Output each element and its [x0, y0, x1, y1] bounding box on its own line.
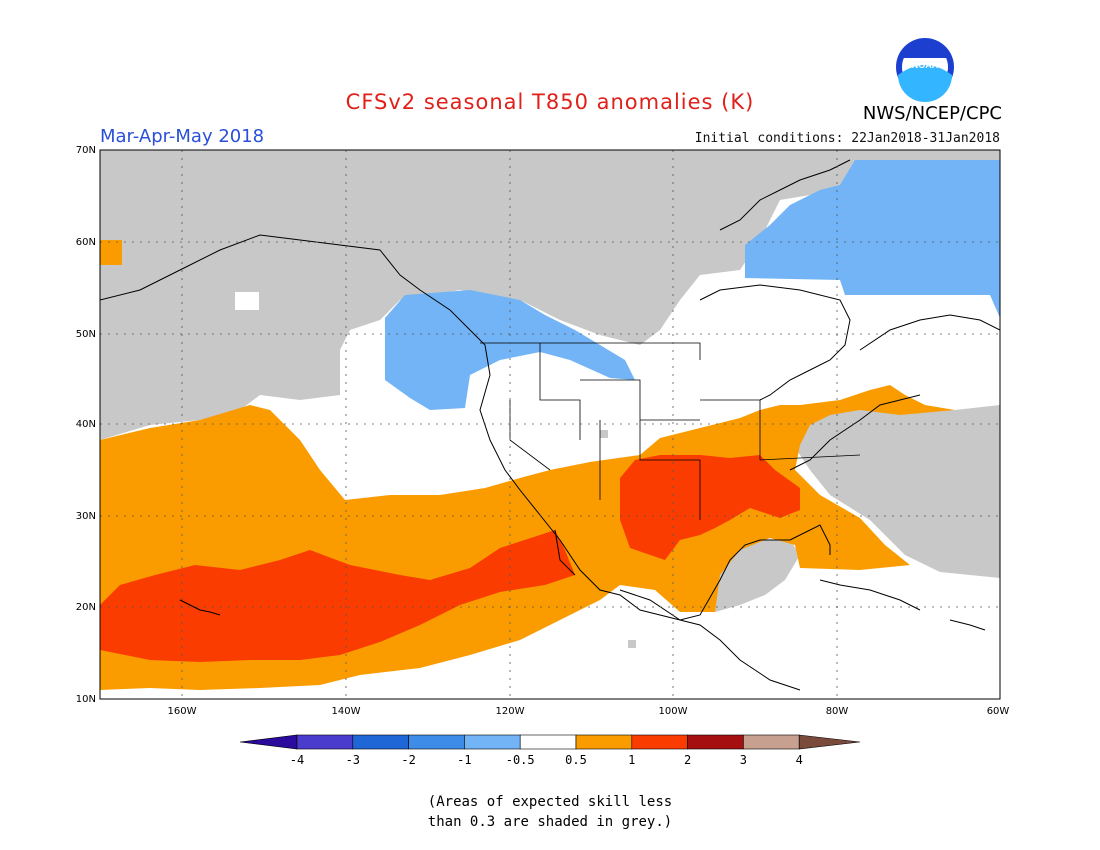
colorbar-label: 2 [684, 753, 691, 767]
colorbar-arrow-left [239, 734, 298, 750]
colorbar-swatch [464, 734, 521, 750]
colorbar-swatch [575, 734, 633, 750]
grey-region-atlantic [790, 405, 1000, 578]
colorbar-label: -1 [457, 753, 471, 767]
map-title: CFSv2 seasonal T850 anomalies (K) [345, 90, 755, 114]
colorbar-label: -0.5 [506, 753, 535, 767]
lat-label: 70N [76, 145, 96, 156]
grey-region-north [100, 150, 1000, 440]
colorbar-swatch [743, 734, 800, 750]
initial-conditions: Initial conditions: 22Jan2018-31Jan2018 [694, 131, 1000, 146]
red-region-pacific [100, 530, 575, 662]
lat-label: 20N [76, 602, 96, 613]
lon-label: 80W [826, 706, 849, 717]
colorbar-swatch [352, 734, 409, 750]
lat-label: 30N [76, 511, 96, 522]
agency-label: NWS/NCEP/CPC [862, 103, 1002, 124]
colorbar: -4 -3 -2 -1 -0.5 0.5 1 2 3 4 [239, 734, 861, 767]
colorbar-label: -2 [401, 753, 415, 767]
map-frame [99, 149, 1001, 700]
lon-label: 100W [659, 706, 688, 717]
red-region-us [620, 455, 800, 560]
grey-region-gulf [715, 540, 800, 612]
colorbar-label: 1 [628, 753, 635, 767]
colorbar-swatch [408, 734, 465, 750]
lon-label: 160W [168, 706, 197, 717]
skill-note: (Areas of expected skill less than 0.3 a… [427, 794, 673, 830]
lon-label: 140W [332, 706, 361, 717]
lon-label: 60W [987, 706, 1010, 717]
colorbar-label: 4 [796, 753, 803, 767]
logo-text: NOAA [912, 60, 939, 70]
anomaly-shading [100, 150, 1000, 699]
colorbar-label: 3 [740, 753, 747, 767]
lon-label: 120W [496, 706, 525, 717]
colorbar-label: -4 [290, 753, 304, 767]
colorbar-label: 0.5 [565, 753, 587, 767]
blue-region-northeast [745, 160, 1000, 318]
lat-label: 60N [76, 237, 96, 248]
period-label: Mar-Apr-May 2018 [100, 126, 265, 147]
lat-label: 10N [76, 694, 96, 705]
lon-axis: 160W 140W 120W 100W 80W 60W [168, 706, 1010, 717]
noaa-logo: NOAA [896, 38, 954, 102]
colorbar-swatch [296, 734, 354, 750]
colorbar-arrow-right [798, 734, 861, 750]
colorbar-swatch [631, 734, 688, 750]
lat-label: 50N [76, 329, 96, 340]
colorbar-swatch [519, 734, 577, 750]
state-boundaries [480, 342, 861, 520]
graticule [100, 150, 1000, 699]
lat-label: 40N [76, 419, 96, 430]
coastlines [100, 159, 1000, 691]
lat-axis: 70N 60N 50N 40N 30N 20N 10N [76, 145, 96, 705]
colorbar-swatch [687, 734, 744, 750]
colorbar-label: -3 [346, 753, 360, 767]
